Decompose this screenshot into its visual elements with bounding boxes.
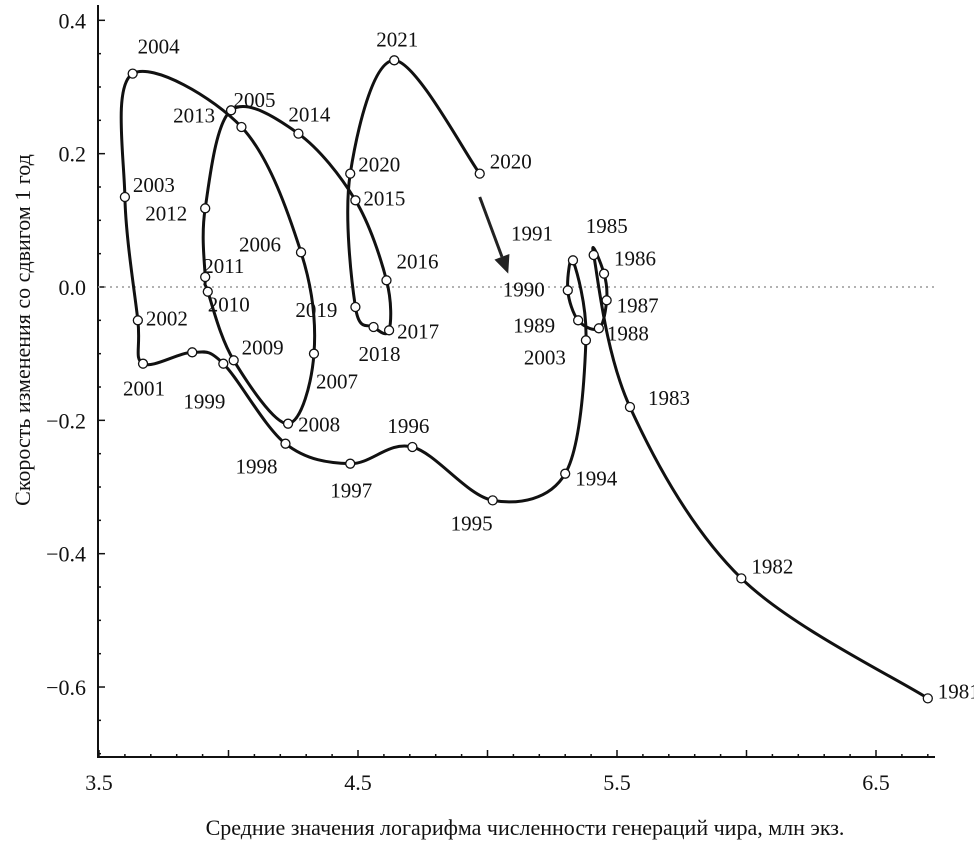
data-point-label: 2012 [145, 201, 187, 225]
data-point-marker [200, 271, 211, 283]
data-point-label: 1987 [617, 293, 659, 317]
data-point-label: 1998 [235, 455, 277, 479]
data-point-label: 1990 [503, 277, 545, 301]
data-point-label: 2019 [295, 298, 337, 322]
data-point-label: 2001 [123, 377, 165, 401]
data-point-marker [560, 468, 571, 479]
data-point-marker [350, 195, 361, 206]
data-point-marker [345, 168, 356, 179]
data-point-label: 2002 [146, 306, 188, 330]
x-tick-label: 3.5 [85, 770, 113, 795]
data-point-label: 1994 [575, 467, 618, 491]
data-point-marker [187, 347, 198, 358]
data-point-marker [487, 495, 498, 506]
y-tick-label: 0.0 [59, 275, 87, 300]
y-tick-label: −0.4 [46, 542, 86, 567]
data-point-label: 2008 [298, 413, 340, 437]
data-point-marker [202, 286, 213, 297]
data-point-label: 2016 [396, 249, 438, 273]
data-point-label: 1983 [648, 386, 690, 410]
data-point-label: 2003 [524, 345, 566, 369]
data-point-marker [308, 348, 320, 359]
data-point-label: 2005 [233, 88, 275, 112]
data-point-marker [407, 441, 418, 453]
data-point-marker [236, 121, 247, 133]
data-point-label: 2011 [203, 254, 244, 278]
data-point-marker [282, 418, 294, 429]
arrow-head [494, 254, 510, 274]
data-point-marker [573, 315, 584, 326]
data-point-marker [295, 247, 307, 258]
data-point-marker [293, 128, 304, 139]
axis-frame [97, 5, 935, 758]
data-point-label: 1988 [607, 321, 649, 345]
data-point-label: 2020 [490, 150, 532, 174]
data-point-label: 1997 [330, 479, 372, 503]
x-tick-label: 5.5 [603, 770, 631, 795]
y-axis-label: Скорость изменения со сдвигом 1 год [10, 154, 35, 506]
data-point-label: 2013 [173, 103, 215, 127]
data-point-marker [474, 168, 485, 179]
data-point-label: 2009 [242, 335, 284, 359]
data-point-marker [200, 203, 211, 214]
data-point-marker [588, 249, 599, 261]
data-point-marker [381, 275, 392, 286]
data-point-marker [624, 401, 636, 413]
data-point-label: 2021 [376, 27, 418, 51]
data-point-label: 2018 [359, 342, 401, 366]
data-point-label: 1982 [751, 554, 793, 578]
data-point-marker [228, 355, 239, 366]
data-point-marker [368, 321, 379, 333]
data-point-marker [119, 191, 131, 203]
data-point-marker [598, 268, 610, 279]
data-point-marker [345, 458, 356, 469]
data-point-label: 1995 [451, 511, 493, 535]
y-tick-label: 0.2 [59, 142, 87, 167]
data-point-marker [601, 295, 612, 306]
data-point-label: 1999 [183, 390, 225, 414]
data-point-marker [580, 335, 592, 346]
data-point-marker [350, 301, 361, 313]
data-point-marker [280, 438, 291, 449]
data-point-marker [389, 55, 400, 66]
x-tick-label: 6.5 [862, 770, 890, 795]
data-point-label: 2003 [133, 173, 175, 197]
data-point-marker [922, 693, 933, 704]
data-point-label: 2017 [397, 319, 439, 343]
x-tick-label: 4.5 [344, 770, 372, 795]
data-point-label: 2007 [316, 370, 358, 394]
data-point-label: 2014 [288, 103, 331, 127]
data-point-label: 2020 [358, 153, 400, 177]
data-point-marker [562, 285, 573, 296]
data-point-label: 1996 [387, 414, 429, 438]
data-point-marker [736, 573, 747, 584]
data-point-marker [567, 255, 579, 266]
data-point-label: 1989 [513, 313, 555, 337]
arrow-shaft [478, 196, 504, 258]
data-point-marker [137, 358, 149, 369]
y-tick-label: −0.6 [46, 675, 86, 700]
y-tick-label: 0.4 [59, 8, 87, 33]
data-point-label: 2004 [138, 35, 181, 59]
direction-arrow [478, 196, 510, 274]
x-axis-label: Средние значения логарифма численности г… [206, 815, 845, 840]
data-point-label: 1986 [614, 247, 656, 271]
data-point-marker [383, 325, 395, 336]
data-point-label: 2006 [239, 232, 281, 256]
data-point-marker [218, 358, 229, 369]
data-point-label: 2010 [208, 293, 250, 317]
data-point-label: 1991 [511, 221, 553, 245]
axes: 3.5 4.5 5.5 6.5 0.4 0.2 0.0 −0.2 −0.4 −0.6 [46, 5, 935, 795]
data-point-label: 1985 [586, 214, 628, 238]
data-point-marker [225, 105, 237, 116]
data-point-marker [593, 323, 605, 334]
data-point-marker [127, 68, 138, 79]
y-tick-label: −0.2 [46, 408, 86, 433]
data-point-label: 2015 [363, 186, 405, 210]
data-point-marker [132, 315, 144, 326]
